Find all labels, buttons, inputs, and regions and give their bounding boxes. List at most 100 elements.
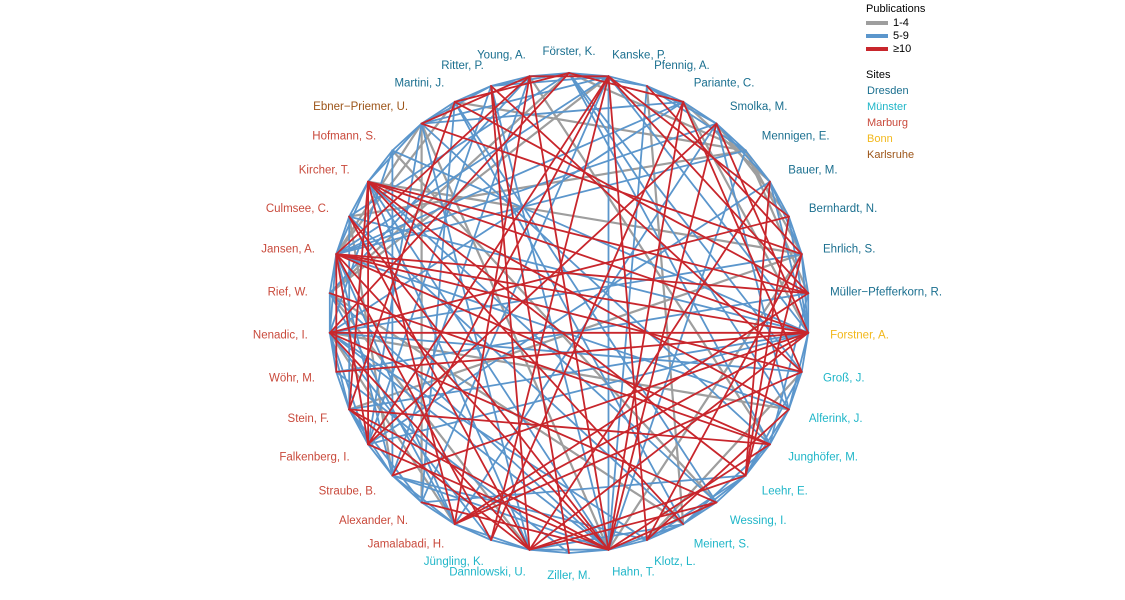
publications-legend-row: 1-4 (866, 16, 925, 29)
collaboration-edge (367, 122, 423, 183)
collaboration-edge (335, 253, 810, 334)
site-legend-muenster: Münster (867, 101, 907, 113)
node-label: Alexander, N. (339, 515, 408, 527)
collaboration-edge (787, 215, 810, 334)
node-label: Wöhr, M. (269, 372, 315, 384)
collaboration-edge (367, 331, 810, 446)
node-label: Hofmann, S. (312, 131, 376, 143)
collaboration-edge (348, 72, 570, 218)
collaboration-edge (367, 180, 456, 525)
collaboration-edge (328, 331, 493, 541)
collaboration-edge (367, 180, 810, 295)
collaboration-edge (607, 101, 685, 551)
node-label: Ehrlich, S. (823, 244, 875, 256)
node-label: Straube, B. (319, 485, 377, 497)
collaboration-edge (367, 122, 718, 446)
node-label: Ebner−Priemer, U. (313, 101, 408, 113)
node-label: Hahn, T. (612, 566, 655, 578)
collaboration-edge (490, 85, 531, 551)
collaboration-edge (348, 215, 610, 551)
collaboration-edge (528, 180, 771, 551)
collaboration-edge (453, 292, 810, 525)
collaboration-edge (607, 149, 747, 551)
collaboration-edge (367, 180, 531, 551)
collaboration-edge (715, 122, 810, 334)
collaboration-edge (391, 75, 610, 477)
publications-swatch (866, 46, 888, 51)
collaboration-edge (453, 72, 570, 103)
publications-swatch (866, 33, 888, 38)
collaboration-edge (528, 75, 610, 551)
collaboration-edge (490, 85, 570, 554)
node-label: Dannlowski, U. (449, 566, 526, 578)
collaboration-edge (348, 408, 531, 551)
site-legend-marburg: Marburg (867, 117, 908, 129)
collaboration-edge (367, 85, 493, 446)
collaboration-edge (335, 253, 610, 551)
node-label: Leehr, E. (762, 485, 808, 497)
collaboration-edge (490, 85, 803, 373)
site-legend-dresden: Dresden (867, 85, 909, 97)
collaboration-edge (367, 180, 685, 525)
collaboration-edge (453, 101, 810, 295)
node-label: Young, A. (477, 50, 526, 62)
collaboration-edge (420, 122, 803, 256)
collaboration-edge (646, 85, 803, 256)
collaboration-edge (348, 408, 423, 504)
site-legend-karlsruhe: Karlsruhe (867, 149, 915, 161)
collaboration-edge (335, 253, 456, 525)
collaboration-edge (453, 75, 531, 525)
collaboration-edge (391, 149, 810, 334)
node-label: Smolka, M. (730, 101, 788, 113)
collaboration-edge (328, 292, 771, 446)
publications-legend-label: 5-9 (893, 29, 909, 42)
publications-legend-row: ≥10 (866, 42, 925, 55)
node-label: Jüngling, K. (424, 556, 484, 568)
publications-legend-label: ≥10 (893, 42, 912, 55)
sites-legend-title: Sites (866, 69, 891, 81)
collaboration-edge (367, 443, 610, 551)
collaboration-edge (335, 253, 771, 446)
collaboration-edge (335, 253, 810, 295)
collaboration-edge (567, 71, 747, 152)
collaboration-edge (453, 331, 810, 525)
collaboration-edge (744, 180, 771, 477)
publications-swatch (866, 20, 888, 25)
node-label: Förster, K. (542, 46, 595, 58)
collaboration-edge (420, 122, 531, 551)
site-legend-bonn: Bonn (867, 133, 893, 145)
publications-legend-label: 1-4 (893, 16, 909, 29)
collaboration-edge (715, 122, 771, 183)
node-label: Wessing, I. (730, 515, 787, 527)
collaboration-edge (490, 101, 685, 541)
collaboration-edge (646, 408, 790, 541)
collaboration-edge (715, 122, 790, 411)
collaboration-edge (607, 443, 771, 551)
node-label: Meinert, S. (694, 538, 750, 550)
collaboration-edge (420, 101, 456, 504)
publications-legend-row: 5-9 (866, 29, 925, 42)
node-label: Jamalabadi, H. (368, 538, 445, 550)
node-label: Falkenberg, I. (279, 451, 349, 463)
collaboration-edge (744, 215, 790, 477)
collaboration-edge (420, 75, 531, 125)
collaboration-edge (646, 253, 803, 541)
collaboration-edge (420, 501, 610, 551)
collaboration-edge (490, 75, 610, 541)
collaboration-edge (645, 84, 685, 526)
collaboration-edge (490, 85, 610, 551)
node-label: Rief, W. (268, 286, 308, 298)
collaboration-edge (607, 253, 803, 551)
collaboration-edge (367, 180, 810, 334)
collaboration-edge (328, 149, 394, 334)
node-label: Nenadic, I. (253, 330, 308, 342)
node-label: Klotz, L. (654, 556, 696, 568)
collaboration-edge (528, 501, 718, 551)
legend: Publications 1-4 5-9 ≥10 Sites Dresden M… (866, 3, 925, 163)
collaboration-edge (391, 75, 531, 477)
collaboration-edge (607, 75, 648, 541)
collaboration-edge (607, 75, 810, 295)
node-label: Pariante, C. (694, 78, 755, 90)
collaboration-edge (420, 101, 685, 125)
